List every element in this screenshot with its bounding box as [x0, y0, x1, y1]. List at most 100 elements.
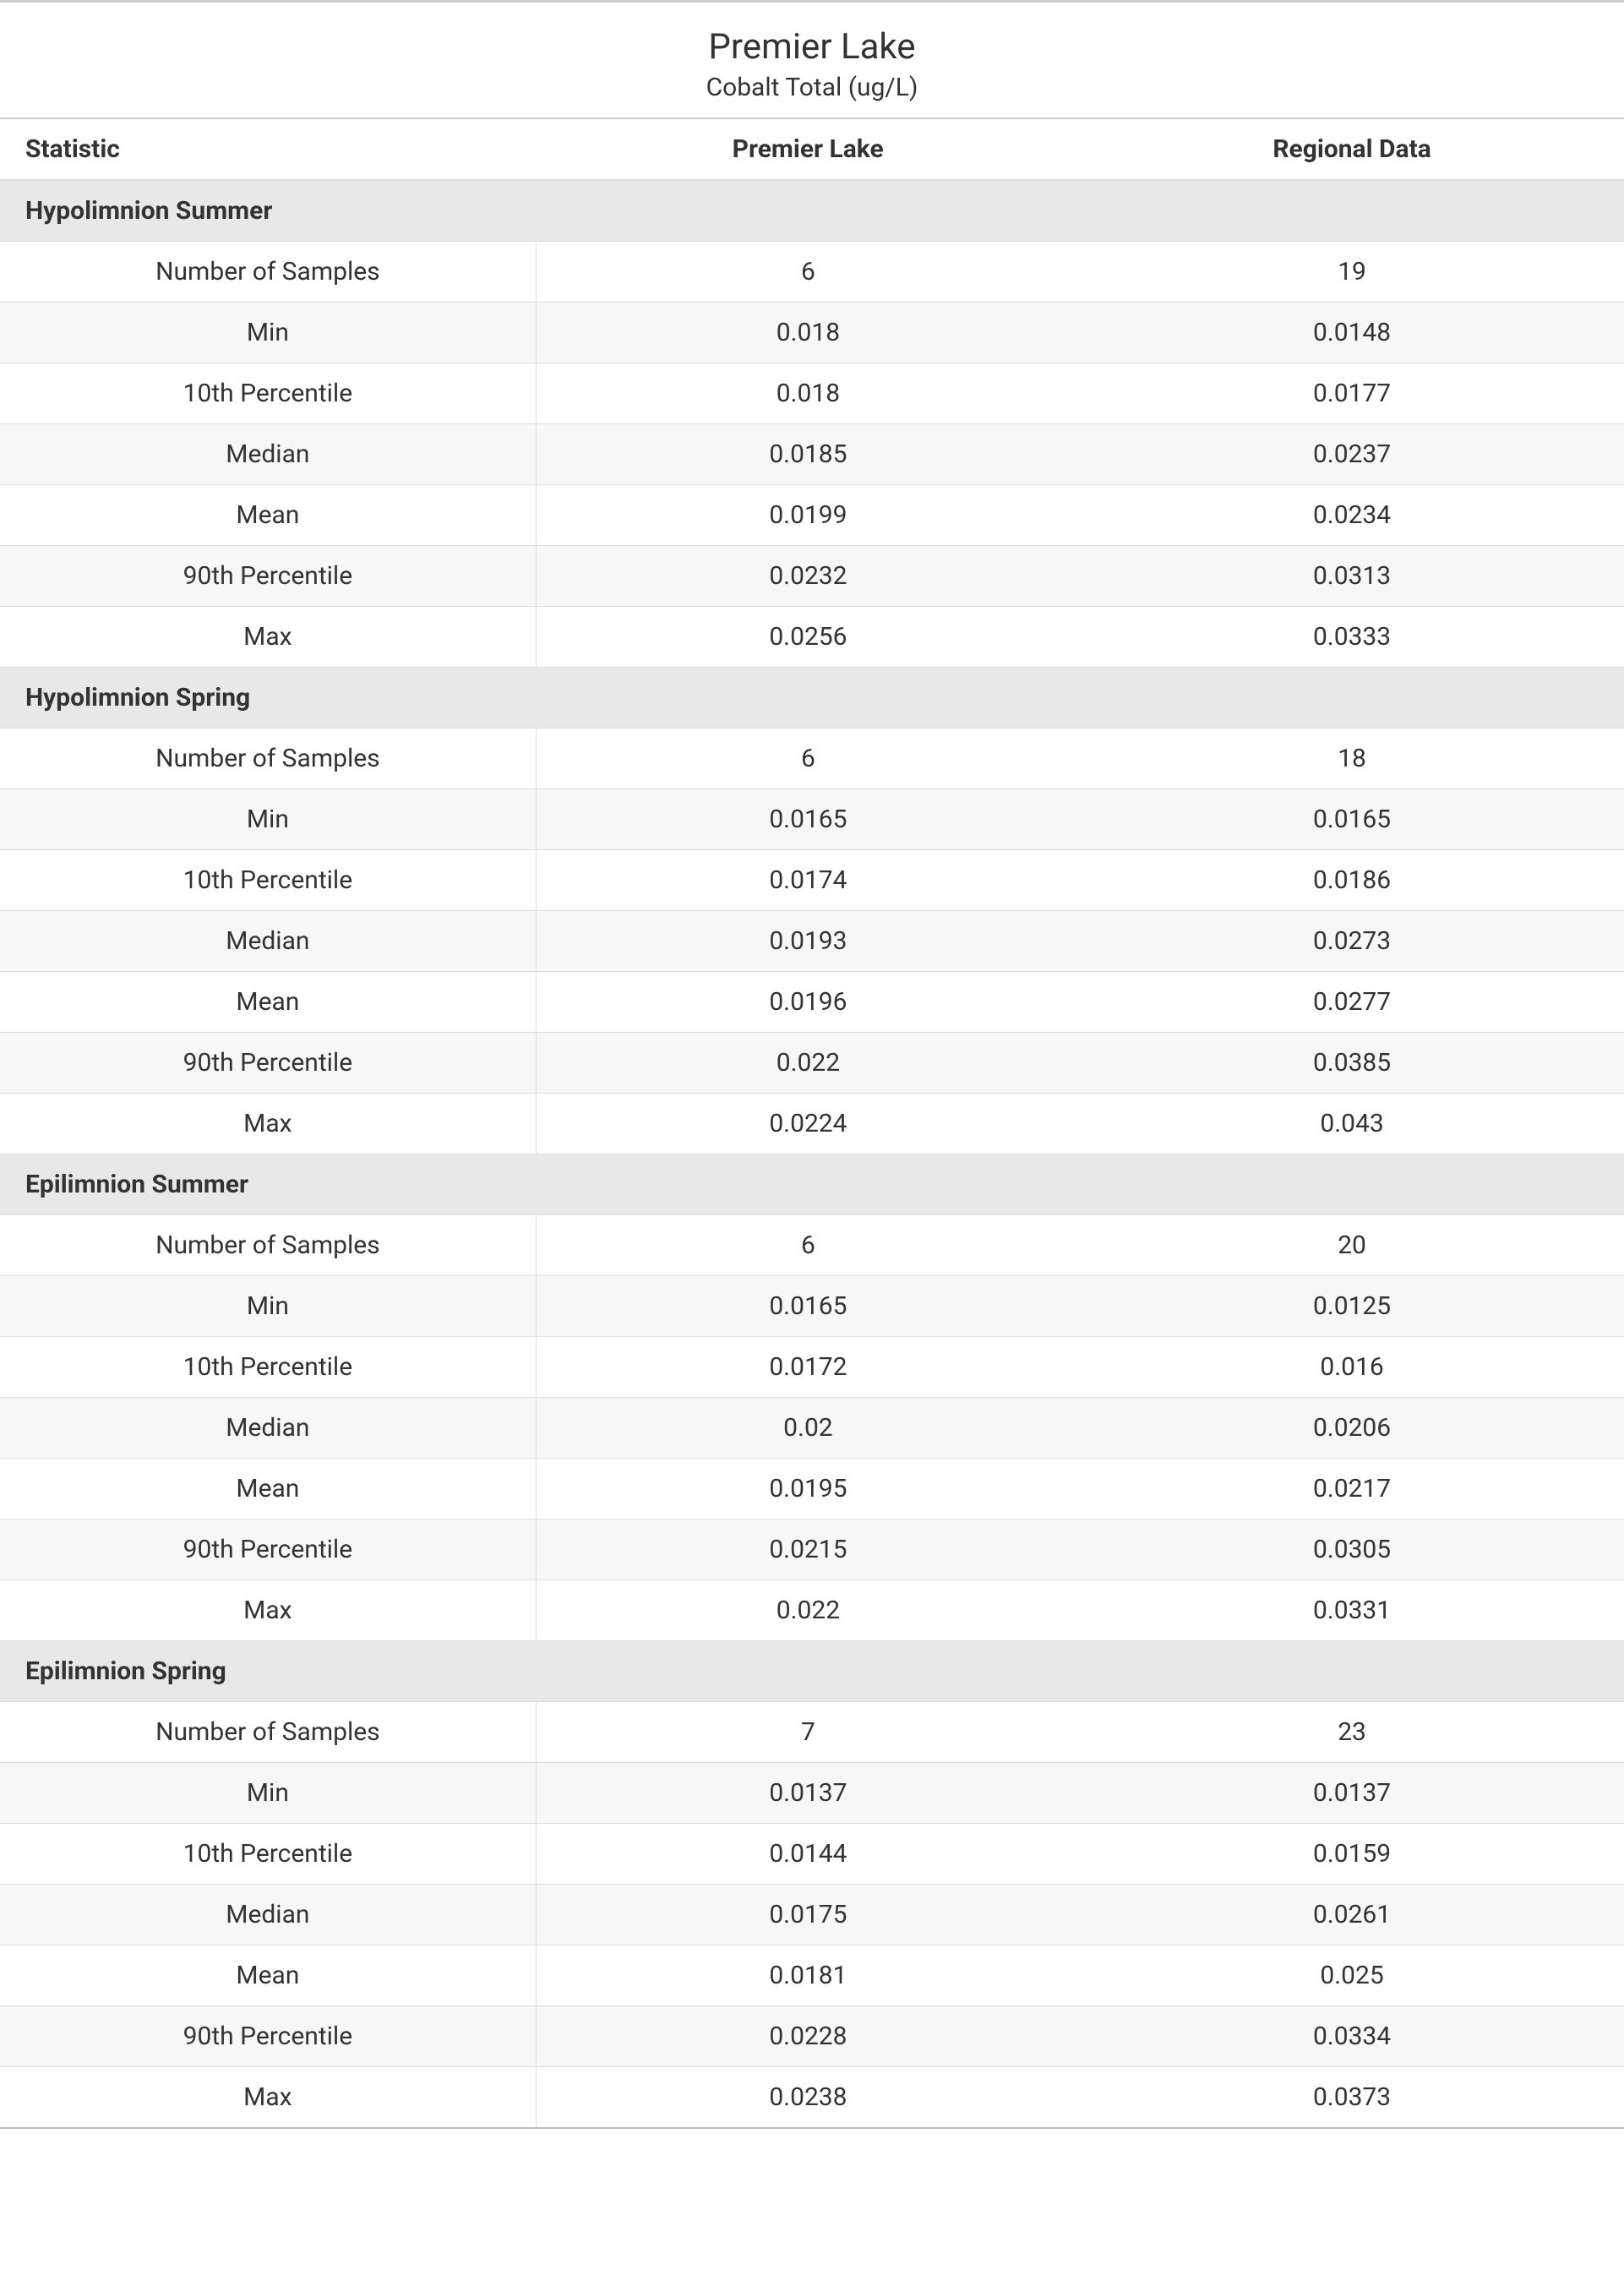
table-row: Mean0.01990.0234 — [0, 485, 1624, 546]
table-row: 10th Percentile0.0180.0177 — [0, 363, 1624, 424]
site-value: 0.0185 — [536, 424, 1080, 485]
site-value: 0.0165 — [536, 789, 1080, 850]
regional-value: 0.0261 — [1080, 1885, 1624, 1945]
site-value: 0.0137 — [536, 1763, 1080, 1824]
table-header-row: Statistic Premier Lake Regional Data — [0, 118, 1624, 180]
stat-name: 90th Percentile — [0, 1520, 536, 1580]
site-value: 0.0215 — [536, 1520, 1080, 1580]
site-value: 0.0199 — [536, 485, 1080, 546]
table-row: Median0.01750.0261 — [0, 1885, 1624, 1945]
stat-name: Median — [0, 424, 536, 485]
section-row: Epilimnion Summer — [0, 1154, 1624, 1215]
section-title: Hypolimnion Spring — [0, 668, 1624, 728]
regional-value: 18 — [1080, 728, 1624, 789]
stat-name: 10th Percentile — [0, 363, 536, 424]
site-value: 0.0228 — [536, 2006, 1080, 2067]
site-value: 0.018 — [536, 363, 1080, 424]
table-row: Max0.02380.0373 — [0, 2067, 1624, 2129]
stat-name: Median — [0, 911, 536, 972]
site-value: 0.0172 — [536, 1337, 1080, 1398]
site-value: 7 — [536, 1702, 1080, 1763]
table-row: Median0.01930.0273 — [0, 911, 1624, 972]
table-row: Min0.01370.0137 — [0, 1763, 1624, 1824]
col-header-statistic: Statistic — [0, 118, 536, 180]
report-title: Premier Lake — [708, 26, 915, 68]
stat-name: 10th Percentile — [0, 850, 536, 911]
table-row: 10th Percentile0.01440.0159 — [0, 1824, 1624, 1885]
stat-name: Median — [0, 1885, 536, 1945]
table-row: Mean0.01960.0277 — [0, 972, 1624, 1033]
regional-value: 0.0237 — [1080, 424, 1624, 485]
table-row: Min0.01650.0165 — [0, 789, 1624, 850]
regional-value: 0.0277 — [1080, 972, 1624, 1033]
stat-name: Max — [0, 2067, 536, 2129]
stat-name: Mean — [0, 485, 536, 546]
stat-name: Number of Samples — [0, 1702, 536, 1763]
regional-value: 0.0177 — [1080, 363, 1624, 424]
site-value: 0.0144 — [536, 1824, 1080, 1885]
table-row: 10th Percentile0.01720.016 — [0, 1337, 1624, 1398]
site-value: 0.0224 — [536, 1094, 1080, 1154]
title-row: Premier Lake — [0, 3, 1624, 73]
stat-name: Max — [0, 1580, 536, 1641]
regional-value: 23 — [1080, 1702, 1624, 1763]
table-row: Mean0.01810.025 — [0, 1945, 1624, 2006]
regional-value: 0.0373 — [1080, 2067, 1624, 2129]
stat-name: Max — [0, 1094, 536, 1154]
table-row: 90th Percentile0.02150.0305 — [0, 1520, 1624, 1580]
site-value: 0.0165 — [536, 1276, 1080, 1337]
table-row: Max0.02240.043 — [0, 1094, 1624, 1154]
regional-value: 0.0148 — [1080, 303, 1624, 363]
table-row: Min0.0180.0148 — [0, 303, 1624, 363]
regional-value: 0.0234 — [1080, 485, 1624, 546]
report-subtitle: Cobalt Total (ug/L) — [706, 73, 918, 102]
table-row: Number of Samples618 — [0, 728, 1624, 789]
site-value: 0.0181 — [536, 1945, 1080, 2006]
table-body: Hypolimnion SummerNumber of Samples619Mi… — [0, 180, 1624, 2128]
section-row: Hypolimnion Spring — [0, 668, 1624, 728]
regional-value: 20 — [1080, 1215, 1624, 1276]
regional-value: 0.025 — [1080, 1945, 1624, 2006]
table-row: Median0.01850.0237 — [0, 424, 1624, 485]
site-value: 6 — [536, 1215, 1080, 1276]
site-value: 0.0193 — [536, 911, 1080, 972]
site-value: 0.0196 — [536, 972, 1080, 1033]
regional-value: 0.0273 — [1080, 911, 1624, 972]
section-title: Epilimnion Summer — [0, 1154, 1624, 1215]
site-value: 0.022 — [536, 1033, 1080, 1094]
site-value: 6 — [536, 728, 1080, 789]
stat-name: 90th Percentile — [0, 546, 536, 607]
stat-name: Min — [0, 789, 536, 850]
table-row: 90th Percentile0.02280.0334 — [0, 2006, 1624, 2067]
regional-value: 0.0333 — [1080, 607, 1624, 668]
regional-value: 0.0334 — [1080, 2006, 1624, 2067]
stat-name: Number of Samples — [0, 728, 536, 789]
table-row: Number of Samples723 — [0, 1702, 1624, 1763]
site-value: 0.0256 — [536, 607, 1080, 668]
regional-value: 0.0313 — [1080, 546, 1624, 607]
site-value: 0.0232 — [536, 546, 1080, 607]
site-value: 0.0238 — [536, 2067, 1080, 2129]
stat-name: Mean — [0, 972, 536, 1033]
regional-value: 0.0217 — [1080, 1459, 1624, 1520]
table-row: 90th Percentile0.02320.0313 — [0, 546, 1624, 607]
stat-name: Median — [0, 1398, 536, 1459]
site-value: 0.0174 — [536, 850, 1080, 911]
site-value: 0.0195 — [536, 1459, 1080, 1520]
stat-name: Min — [0, 1763, 536, 1824]
regional-value: 0.0137 — [1080, 1763, 1624, 1824]
site-value: 0.022 — [536, 1580, 1080, 1641]
regional-value: 0.0385 — [1080, 1033, 1624, 1094]
regional-value: 0.0331 — [1080, 1580, 1624, 1641]
table-row: Median0.020.0206 — [0, 1398, 1624, 1459]
regional-value: 0.0206 — [1080, 1398, 1624, 1459]
col-header-site: Premier Lake — [536, 118, 1080, 180]
subtitle-row: Cobalt Total (ug/L) — [0, 73, 1624, 117]
regional-value: 19 — [1080, 242, 1624, 303]
section-title: Hypolimnion Summer — [0, 180, 1624, 242]
regional-value: 0.0125 — [1080, 1276, 1624, 1337]
regional-value: 0.0159 — [1080, 1824, 1624, 1885]
stat-name: 10th Percentile — [0, 1824, 536, 1885]
stat-name: 90th Percentile — [0, 1033, 536, 1094]
site-value: 0.0175 — [536, 1885, 1080, 1945]
